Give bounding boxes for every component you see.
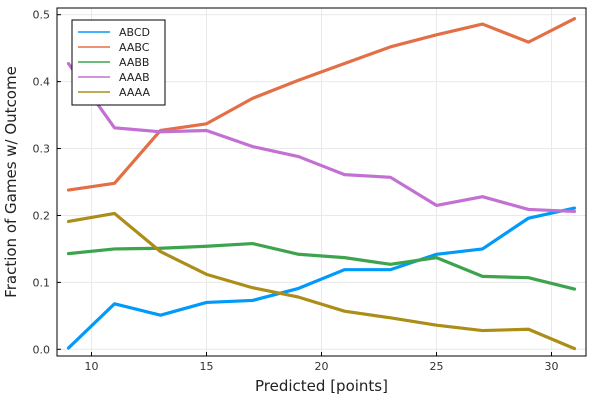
y-tick-label: 0.4 <box>33 76 51 89</box>
y-tick-label: 0.3 <box>33 143 51 156</box>
series-line-aaab <box>66 61 577 214</box>
axis-ticks: 10 15 20 25 30 0.0 0.1 0.2 0.3 0.4 0.5 <box>33 9 559 373</box>
series-line-aabb <box>66 241 577 291</box>
y-tick-label: 0.0 <box>33 343 51 356</box>
series-line-aaaa <box>66 211 577 351</box>
series-line-aabc <box>66 17 577 192</box>
legend: ABCD AABC AABB AAAB AAAA <box>71 19 166 106</box>
legend-label-aabb: AABB <box>119 56 149 69</box>
legend-label-abcd: ABCD <box>119 26 150 39</box>
x-tick-label: 20 <box>315 360 329 373</box>
y-tick-label: 0.2 <box>33 209 51 222</box>
y-tick-label: 0.1 <box>33 276 51 289</box>
x-axis-title: Predicted [points] <box>255 377 388 395</box>
x-tick-label: 25 <box>430 360 444 373</box>
x-tick-label: 30 <box>545 360 559 373</box>
y-tick-label: 0.5 <box>33 9 51 22</box>
legend-label-aabc: AABC <box>119 41 150 54</box>
legend-label-aaab: AAAB <box>119 71 150 84</box>
x-tick-label: 10 <box>85 360 99 373</box>
series-group <box>66 17 577 351</box>
x-tick-label: 15 <box>200 360 214 373</box>
y-axis-title: Fraction of Games w/ Outcome <box>2 66 20 298</box>
legend-label-aaaa: AAAA <box>119 86 150 99</box>
series-line-abcd <box>66 206 577 350</box>
